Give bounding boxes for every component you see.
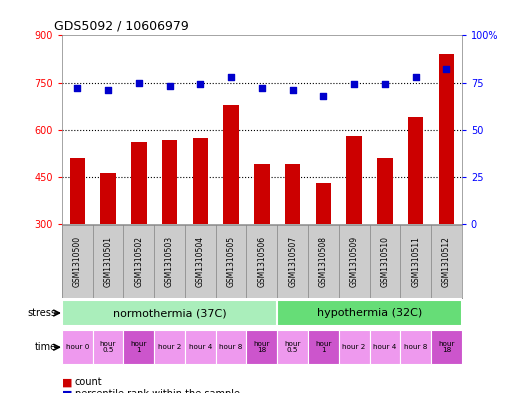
Text: GSM1310500: GSM1310500 <box>73 235 82 287</box>
Point <box>196 81 204 88</box>
Text: GSM1310512: GSM1310512 <box>442 236 451 286</box>
Bar <box>70 158 85 224</box>
Text: hour
0.5: hour 0.5 <box>284 341 301 353</box>
Text: hour 4: hour 4 <box>373 344 397 350</box>
Text: hour 2: hour 2 <box>343 344 366 350</box>
Bar <box>101 173 116 224</box>
Bar <box>369 331 400 364</box>
Bar <box>439 54 454 224</box>
Text: GSM1310501: GSM1310501 <box>104 236 112 286</box>
Text: count: count <box>75 377 103 387</box>
Bar <box>131 142 147 224</box>
Bar <box>154 331 185 364</box>
Bar <box>316 183 331 224</box>
Bar <box>431 331 462 364</box>
Text: hour 4: hour 4 <box>189 344 212 350</box>
Text: GSM1310507: GSM1310507 <box>288 235 297 287</box>
Point <box>73 85 82 91</box>
Text: GSM1310506: GSM1310506 <box>257 235 266 287</box>
Text: hour
1: hour 1 <box>131 341 147 353</box>
Text: stress: stress <box>28 308 57 318</box>
Bar <box>254 164 269 224</box>
Point <box>319 93 328 99</box>
Point <box>135 79 143 86</box>
Text: hour
18: hour 18 <box>254 341 270 353</box>
Text: GSM1310509: GSM1310509 <box>350 235 359 287</box>
Bar <box>62 300 277 326</box>
Bar <box>123 331 154 364</box>
Text: hypothermia (32C): hypothermia (32C) <box>317 308 422 318</box>
Point <box>288 87 297 93</box>
Bar <box>277 300 462 326</box>
Text: GSM1310508: GSM1310508 <box>319 236 328 286</box>
Bar <box>93 331 123 364</box>
Bar <box>62 331 93 364</box>
Text: GSM1310505: GSM1310505 <box>227 235 236 287</box>
Text: GSM1310511: GSM1310511 <box>411 236 420 286</box>
Bar <box>308 331 339 364</box>
Bar <box>192 138 208 224</box>
Point <box>104 87 112 93</box>
Point <box>350 81 358 88</box>
Bar <box>277 331 308 364</box>
Text: hour 0: hour 0 <box>66 344 89 350</box>
Point <box>257 85 266 91</box>
Text: GSM1310502: GSM1310502 <box>134 236 143 286</box>
Text: GSM1310510: GSM1310510 <box>380 236 390 286</box>
Text: hour
18: hour 18 <box>438 341 455 353</box>
Bar <box>285 164 300 224</box>
Text: hour 8: hour 8 <box>404 344 427 350</box>
Point <box>381 81 389 88</box>
Bar <box>400 331 431 364</box>
Bar <box>339 331 369 364</box>
Text: hour 8: hour 8 <box>219 344 243 350</box>
Bar <box>223 105 239 224</box>
Point <box>442 66 450 72</box>
Text: GSM1310503: GSM1310503 <box>165 235 174 287</box>
Text: GSM1310504: GSM1310504 <box>196 235 205 287</box>
Bar <box>185 331 216 364</box>
Text: time: time <box>35 342 57 352</box>
Text: ■: ■ <box>62 389 72 393</box>
Text: GDS5092 / 10606979: GDS5092 / 10606979 <box>54 20 189 33</box>
Text: ■: ■ <box>62 377 72 387</box>
Point <box>166 83 174 90</box>
Point <box>412 74 420 80</box>
Text: hour
0.5: hour 0.5 <box>100 341 116 353</box>
Text: percentile rank within the sample: percentile rank within the sample <box>75 389 240 393</box>
Bar <box>216 331 247 364</box>
Text: hour 2: hour 2 <box>158 344 181 350</box>
Bar <box>346 136 362 224</box>
Point <box>227 74 235 80</box>
Bar <box>377 158 393 224</box>
Text: normothermia (37C): normothermia (37C) <box>113 308 227 318</box>
Bar <box>408 117 423 224</box>
Text: hour
1: hour 1 <box>315 341 332 353</box>
Bar <box>247 331 277 364</box>
Bar <box>162 140 178 224</box>
